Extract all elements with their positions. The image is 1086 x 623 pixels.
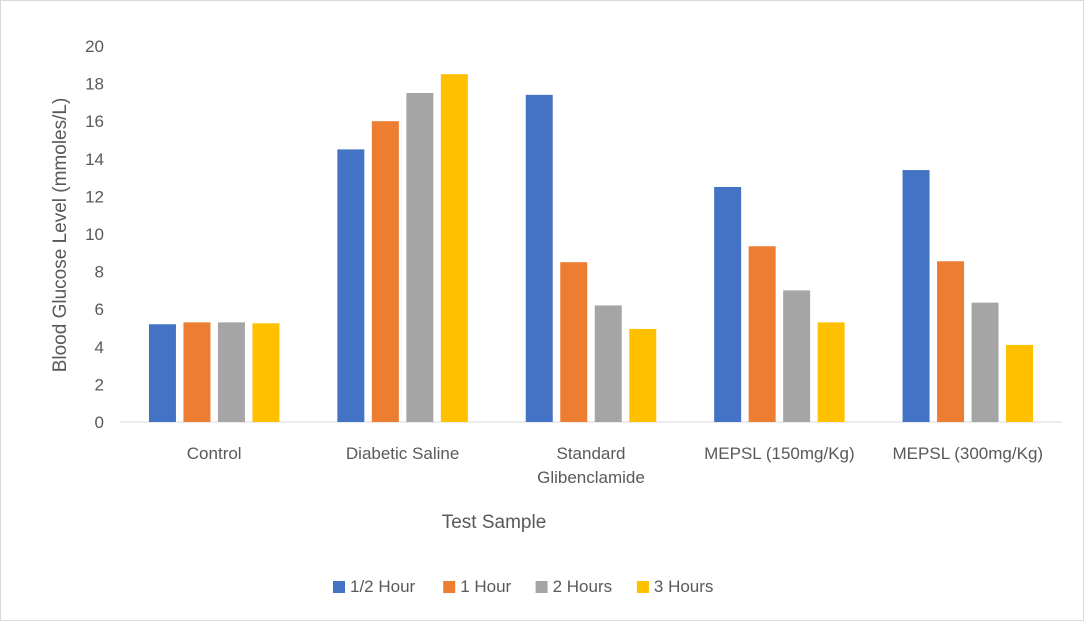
y-tick-label: 12 [85,187,104,206]
y-tick-label: 6 [95,300,104,319]
legend: 1/2 Hour 1 Hour 2 Hours 3 Hours [333,577,713,596]
legend-label: 2 Hours [553,577,613,596]
bar [252,323,280,422]
x-tick-label: Control [187,444,242,463]
y-tick-label: 8 [95,263,104,282]
y-tick-label: 4 [95,338,104,357]
y-tick-label: 20 [85,37,104,56]
bar [371,121,399,422]
bar [183,322,211,422]
bar [748,246,776,422]
y-tick-label: 10 [85,225,104,244]
x-axis-title: Test Sample [442,512,547,533]
bar [217,322,245,422]
bar [971,302,999,422]
legend-swatch [636,581,649,593]
y-tick-label: 18 [85,75,104,94]
bar [406,93,434,422]
legend-label: 1 Hour [460,577,511,596]
x-tick-label: MEPSL (300mg/Kg) [893,444,1044,463]
bar [714,187,742,422]
x-tick-label: Diabetic Saline [346,444,459,463]
x-axis-categories: Control Diabetic Saline Standard Glibenclam… [187,444,1043,487]
x-tick-label: Standard [557,444,626,463]
x-tick-label: Glibenclamide [537,468,645,487]
legend-swatch [443,581,456,593]
bar [783,290,811,422]
legend-label: 1/2 Hour [350,577,416,596]
bar [525,94,553,422]
bar [902,170,930,422]
bar [594,305,622,422]
y-tick-label: 16 [85,112,104,131]
bar [937,261,965,422]
y-tick-label: 14 [85,150,104,169]
bar [337,149,365,422]
x-tick-label: MEPSL (150mg/Kg) [704,444,855,463]
bar [440,74,468,422]
y-tick-label: 2 [95,375,104,394]
legend-swatch [535,581,548,593]
bar [1006,344,1034,422]
bars [148,74,1034,422]
y-tick-label: 0 [95,413,104,432]
bar [148,324,176,422]
bar [629,328,657,422]
y-axis-title: Blood Glucose Level (mmoles/L) [50,98,71,373]
y-axis-ticks: 0 2 4 6 8 10 12 14 16 18 20 [85,37,104,432]
legend-label: 3 Hours [654,577,714,596]
legend-swatch [333,581,345,593]
bar [817,322,845,422]
bar [560,262,588,422]
